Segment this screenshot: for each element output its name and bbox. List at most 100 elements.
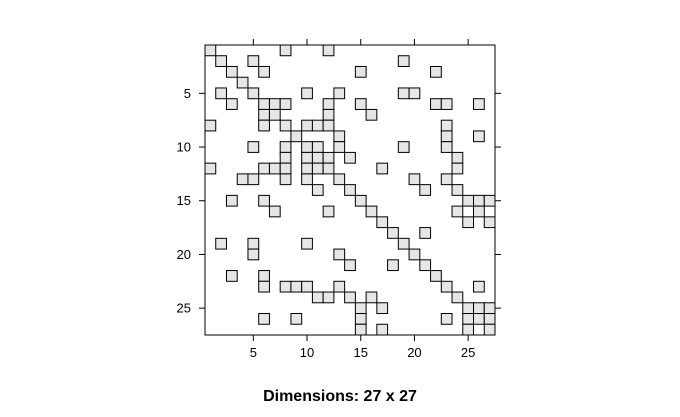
matrix-cell-r6-c8 (279, 98, 292, 110)
matrix-cell-r9-c9 (290, 130, 303, 143)
matrix-cell-r26-c23 (440, 313, 453, 325)
matrix-cell-r6-c6 (258, 98, 270, 110)
matrix-cell-r7-c6 (258, 108, 270, 121)
matrix-cell-r22-c3 (225, 270, 238, 282)
matrix-cell-r23-c8 (279, 280, 292, 293)
matrix-cell-r21-c14 (344, 259, 356, 272)
matrix-cell-r20-c20 (408, 248, 421, 261)
axes: 5 10 15 20 25 5 10 15 20 25 (177, 39, 501, 360)
matrix-cell-r24-c24 (451, 291, 464, 304)
matrix-cell-r24-c14 (344, 291, 356, 304)
matrix-cell-r13-c5 (247, 173, 260, 186)
matrix-cell-r11-c24 (451, 151, 464, 164)
matrix-cell-r7-c12 (322, 108, 335, 121)
matrix-cell-r5-c2 (215, 87, 227, 100)
matrix-cell-r3-c15 (354, 65, 367, 78)
matrix-cell-r26-c6 (258, 313, 270, 325)
matrix-cell-r20-c13 (333, 248, 346, 261)
matrix-cell-r5-c13 (333, 87, 346, 100)
matrix-cell-r27-c15 (354, 323, 367, 336)
matrix-cell-r18-c21 (419, 227, 432, 239)
matrix-cell-r2-c5 (247, 55, 260, 67)
x-tick-label-25: 25 (461, 345, 475, 360)
matrix-cell-r24-c11 (311, 291, 324, 304)
matrix-cell-r10-c10 (301, 141, 313, 153)
matrix-cell-r6-c26 (473, 98, 485, 110)
matrix-cell-r23-c6 (258, 280, 270, 293)
matrix-cell-r12-c8 (279, 162, 292, 175)
matrix-cell-r12-c7 (268, 162, 281, 175)
matrix-cell-r13-c8 (279, 173, 292, 186)
matrix-cell-r23-c23 (440, 280, 453, 293)
matrix-cell-r17-c17 (376, 216, 389, 229)
matrix-cell-r6-c23 (440, 98, 453, 110)
matrix-cell-r10-c23 (440, 141, 453, 153)
dimensions-caption: Dimensions: 27 x 27 (263, 388, 417, 405)
matrix-cell-r17-c27 (483, 216, 496, 229)
matrix-cell-r6-c15 (354, 98, 367, 110)
matrix-cell-r8-c12 (322, 119, 335, 132)
matrix-cell-r13-c4 (236, 173, 249, 186)
matrix-cell-r11-c8 (279, 151, 292, 164)
matrix-cell-r8-c1 (204, 119, 217, 132)
matrix-cell-r18-c18 (387, 227, 399, 239)
matrix-cell-r12-c11 (311, 162, 324, 175)
matrix-cell-r16-c24 (451, 205, 464, 218)
matrix-cell-r5-c10 (301, 87, 313, 100)
matrix-cell-r25-c17 (376, 302, 389, 315)
matrix-cell-r13-c10 (301, 173, 313, 186)
matrix-cell-r8-c10 (301, 119, 313, 132)
matrix-cell-r25-c26 (473, 302, 485, 315)
matrix-cell-r25-c15 (354, 302, 367, 315)
matrix-cell-r15-c26 (473, 194, 485, 207)
matrix-cell-r2-c19 (397, 55, 410, 67)
matrix-cell-r14-c24 (451, 184, 464, 196)
matrix-cell-r10-c5 (247, 141, 260, 153)
matrix-cell-r6-c12 (322, 98, 335, 110)
matrix-cell-r10-c13 (333, 141, 346, 153)
matrix-cell-r15-c25 (462, 194, 475, 207)
matrix-cell-r7-c16 (365, 108, 378, 121)
matrix-cell-r3-c3 (225, 65, 238, 78)
matrix-cell-r1-c12 (322, 44, 335, 57)
matrix-cell-r12-c10 (301, 162, 313, 175)
matrix-cell-r5-c19 (397, 87, 410, 100)
matrix-cell-r10-c8 (279, 141, 292, 153)
matrix-cell-r10-c19 (397, 141, 410, 153)
matrix-cell-r11-c14 (344, 151, 356, 164)
y-tick-label-20: 20 (177, 247, 191, 262)
matrix-cell-r12-c24 (451, 162, 464, 175)
x-tick-label-10: 10 (300, 345, 314, 360)
matrix-cell-r20-c5 (247, 248, 260, 261)
matrix-cell-r19-c10 (301, 237, 313, 250)
matrix-cell-r1-c1 (204, 44, 217, 57)
matrix-cell-r15-c15 (354, 194, 367, 207)
matrix-cell-r23-c13 (333, 280, 346, 293)
x-tick-label-20: 20 (407, 345, 421, 360)
matrix-cell-r14-c21 (419, 184, 432, 196)
matrix-cell-r12-c17 (376, 162, 389, 175)
y-tick-label-15: 15 (177, 193, 191, 208)
matrix-cell-r15-c27 (483, 194, 496, 207)
matrix-cell-r9-c23 (440, 130, 453, 143)
x-tick-label-5: 5 (250, 345, 257, 360)
matrix-cell-r17-c25 (462, 216, 475, 229)
matrix-cell-r4-c4 (236, 76, 249, 89)
matrix-cell-r23-c9 (290, 280, 303, 293)
matrix-cell-r5-c5 (247, 87, 260, 100)
matrix-cell-r14-c14 (344, 184, 356, 196)
x-tick-label-15: 15 (354, 345, 368, 360)
matrix-cell-r26-c25 (462, 313, 475, 325)
matrix-cell-r15-c3 (225, 194, 238, 207)
y-tick-label-10: 10 (177, 140, 191, 155)
matrix-cell-r6-c22 (430, 98, 442, 110)
matrix-cell-r27-c27 (483, 323, 496, 336)
matrix-cell-r12-c6 (258, 162, 270, 175)
matrix-cell-r12-c12 (322, 162, 335, 175)
matrix-cell-r13-c20 (408, 173, 421, 186)
matrix-cell-r22-c6 (258, 270, 270, 282)
matrix-cells (204, 44, 496, 336)
matrix-cell-r6-c7 (268, 98, 281, 110)
